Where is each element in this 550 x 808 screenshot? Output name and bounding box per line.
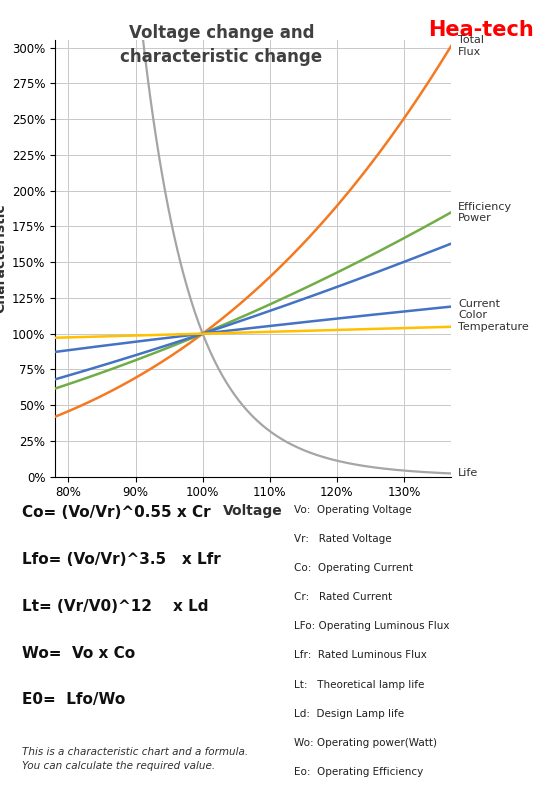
Text: Co= (Vo/Vr)^0.55 x Cr: Co= (Vo/Vr)^0.55 x Cr — [22, 505, 211, 520]
Text: Cr:   Rated Current: Cr: Rated Current — [294, 592, 392, 602]
Text: Lfr:  Rated Luminous Flux: Lfr: Rated Luminous Flux — [294, 650, 427, 660]
Text: Vr:   Rated Voltage: Vr: Rated Voltage — [294, 534, 392, 544]
Text: Wo: Operating power(Watt): Wo: Operating power(Watt) — [294, 738, 437, 747]
Text: Life: Life — [458, 469, 478, 478]
Text: Lt= (Vr/V0)^12    x Ld: Lt= (Vr/V0)^12 x Ld — [22, 599, 208, 614]
Text: LFo: Operating Luminous Flux: LFo: Operating Luminous Flux — [294, 621, 450, 631]
Text: Lt:   Theoretical lamp life: Lt: Theoretical lamp life — [294, 680, 425, 689]
Text: Lfo= (Vo/Vr)^3.5   x Lfr: Lfo= (Vo/Vr)^3.5 x Lfr — [22, 552, 221, 567]
Text: Eo:  Operating Efficiency: Eo: Operating Efficiency — [294, 767, 424, 776]
Text: E0=  Lfo/Wo: E0= Lfo/Wo — [22, 692, 125, 708]
Text: Vo:  Operating Voltage: Vo: Operating Voltage — [294, 505, 412, 515]
Y-axis label: Characteristic: Characteristic — [0, 204, 8, 314]
Text: Hea-tech: Hea-tech — [428, 20, 534, 40]
Text: Current
Color
Temperature: Current Color Temperature — [458, 299, 529, 332]
Text: This is a characteristic chart and a formula.
You can calculate the required val: This is a characteristic chart and a for… — [22, 747, 248, 772]
Text: Co:  Operating Current: Co: Operating Current — [294, 563, 413, 573]
X-axis label: Voltage: Voltage — [223, 503, 283, 518]
Text: Wo=  Vo x Co: Wo= Vo x Co — [22, 646, 135, 661]
Text: Efficiency
Power: Efficiency Power — [458, 202, 512, 223]
Text: Ld:  Design Lamp life: Ld: Design Lamp life — [294, 709, 404, 718]
Text: Total
Flux: Total Flux — [458, 36, 484, 57]
Text: Voltage change and
characteristic change: Voltage change and characteristic change — [120, 24, 322, 65]
